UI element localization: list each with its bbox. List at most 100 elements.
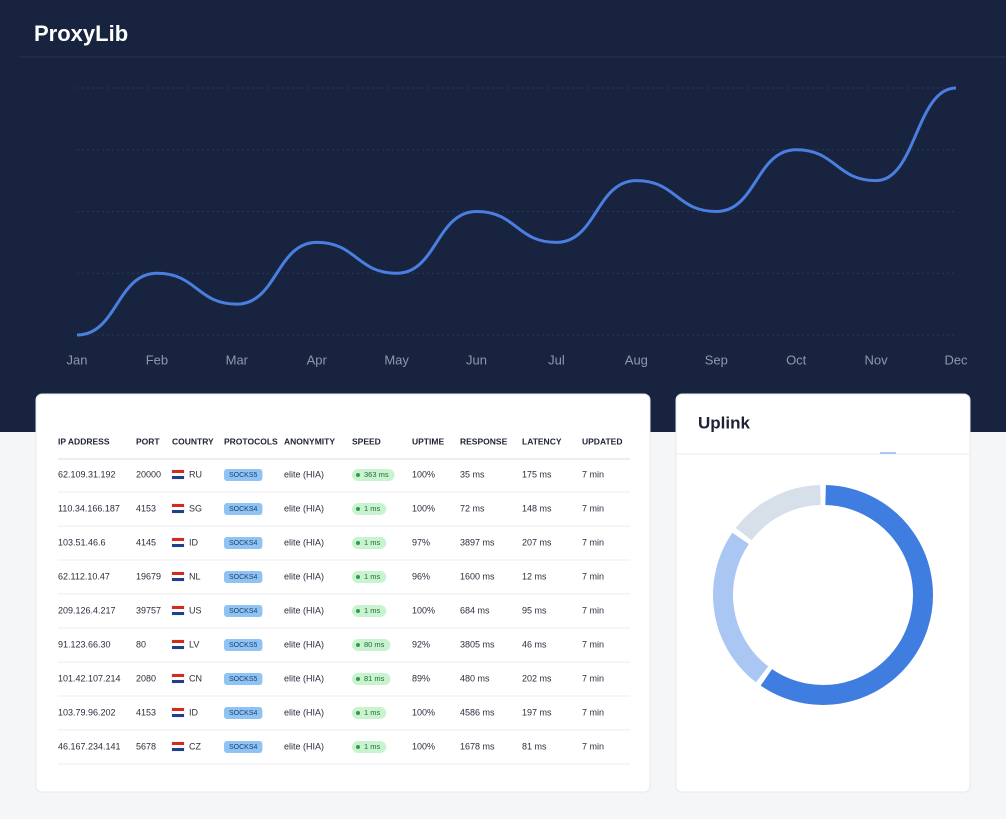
x-tick-label: May: [384, 352, 409, 367]
cell: 100%: [412, 503, 435, 513]
x-tick-label: Nov: [865, 352, 889, 367]
cell: elite (HIA): [284, 537, 324, 547]
speed-dot: [356, 643, 360, 647]
cell: 62.109.31.192: [58, 469, 116, 479]
x-tick-label: Apr: [307, 352, 328, 367]
cell: 202 ms: [522, 673, 552, 683]
app-title: ProxyLib: [34, 21, 128, 46]
cell: 39757: [136, 605, 161, 615]
flag-stripe: [172, 606, 184, 609]
cell: elite (HIA): [284, 469, 324, 479]
flag-stripe: [172, 708, 184, 711]
cell: 100%: [412, 741, 435, 751]
cell: 4586 ms: [460, 707, 495, 717]
cell: 209.126.4.217: [58, 605, 116, 615]
speed-badge: [352, 707, 387, 719]
speed-text: 80 ms: [364, 640, 385, 649]
cell: 7 min: [582, 537, 604, 547]
protocol-badge: [224, 571, 263, 583]
speed-text: 1 ms: [364, 708, 381, 717]
speed-text: 81 ms: [364, 674, 385, 683]
cell: 3805 ms: [460, 639, 495, 649]
cell: 4153: [136, 503, 156, 513]
column-header: SPEED: [352, 436, 381, 446]
cell: 100%: [412, 469, 435, 479]
flag-stripe: [172, 538, 184, 541]
protocol-badge: [224, 605, 263, 617]
cell: 97%: [412, 537, 430, 547]
flag-stripe: [172, 476, 184, 479]
protocol-text: SOCKS4: [229, 574, 258, 581]
cell: 7 min: [582, 571, 604, 581]
protocol-text: SOCKS5: [229, 472, 258, 479]
cell: 103.51.46.6: [58, 537, 106, 547]
flag-stripe: [172, 714, 184, 717]
cell: 7 min: [582, 605, 604, 615]
country-code: CZ: [189, 741, 201, 751]
flag-stripe: [172, 674, 184, 677]
flag-stripe: [172, 646, 184, 649]
protocol-badge: [224, 673, 263, 685]
cell: 4145: [136, 537, 156, 547]
cell: 19679: [136, 571, 161, 581]
cell: 7 min: [582, 741, 604, 751]
flag-stripe: [172, 612, 184, 615]
x-tick-label: Jun: [466, 352, 487, 367]
cell: 197 ms: [522, 707, 552, 717]
column-header: COUNTRY: [172, 436, 214, 446]
x-tick-label: Oct: [786, 352, 807, 367]
protocol-text: SOCKS4: [229, 744, 258, 751]
cell: 100%: [412, 707, 435, 717]
donut-segment: [713, 532, 769, 683]
flag-stripe: [172, 640, 184, 643]
country-code: ID: [189, 707, 199, 717]
speed-text: 1 ms: [364, 606, 381, 615]
cell: 101.42.107.214: [58, 673, 121, 683]
cell: 1600 ms: [460, 571, 495, 581]
protocol-badge: [224, 707, 263, 719]
cell: 72 ms: [460, 503, 485, 513]
cell: 12 ms: [522, 571, 547, 581]
column-header: PROTOCOLS: [224, 436, 278, 446]
speed-text: 1 ms: [364, 538, 381, 547]
speed-text: 1 ms: [364, 504, 381, 513]
speed-badge: [352, 639, 391, 651]
speed-badge: [352, 605, 387, 617]
speed-dot: [356, 609, 360, 613]
flag-stripe: [172, 748, 184, 751]
x-tick-label: Sep: [705, 352, 728, 367]
protocol-text: SOCKS5: [229, 642, 258, 649]
cell: elite (HIA): [284, 639, 324, 649]
cell: 92%: [412, 639, 430, 649]
protocol-badge: [224, 469, 263, 481]
flag-stripe: [172, 470, 184, 473]
column-header: IP ADDRESS: [58, 436, 110, 446]
cell: 62.112.10.47: [58, 571, 110, 581]
column-header: UPTIME: [412, 436, 444, 446]
cell: 95 ms: [522, 605, 547, 615]
speed-badge: [352, 469, 395, 481]
column-header: UPDATED: [582, 436, 622, 446]
speed-text: 1 ms: [364, 742, 381, 751]
speed-dot: [356, 677, 360, 681]
column-header: LATENCY: [522, 436, 562, 446]
protocol-text: SOCKS5: [229, 676, 258, 683]
cell: 480 ms: [460, 673, 490, 683]
uplink-title: Uplink: [698, 413, 750, 432]
protocol-text: SOCKS4: [229, 506, 258, 513]
speed-dot: [356, 507, 360, 511]
cell: 100%: [412, 605, 435, 615]
cell: 684 ms: [460, 605, 490, 615]
cell: 35 ms: [460, 469, 485, 479]
donut-segment: [735, 485, 821, 541]
cell: 207 ms: [522, 537, 552, 547]
cell: 2080: [136, 673, 156, 683]
speed-badge: [352, 741, 387, 753]
donut-segment: [760, 485, 933, 705]
cell: 7 min: [582, 707, 604, 717]
cell: elite (HIA): [284, 673, 324, 683]
speed-dot: [356, 711, 360, 715]
cell: 1678 ms: [460, 741, 495, 751]
x-tick-label: Jan: [67, 352, 88, 367]
